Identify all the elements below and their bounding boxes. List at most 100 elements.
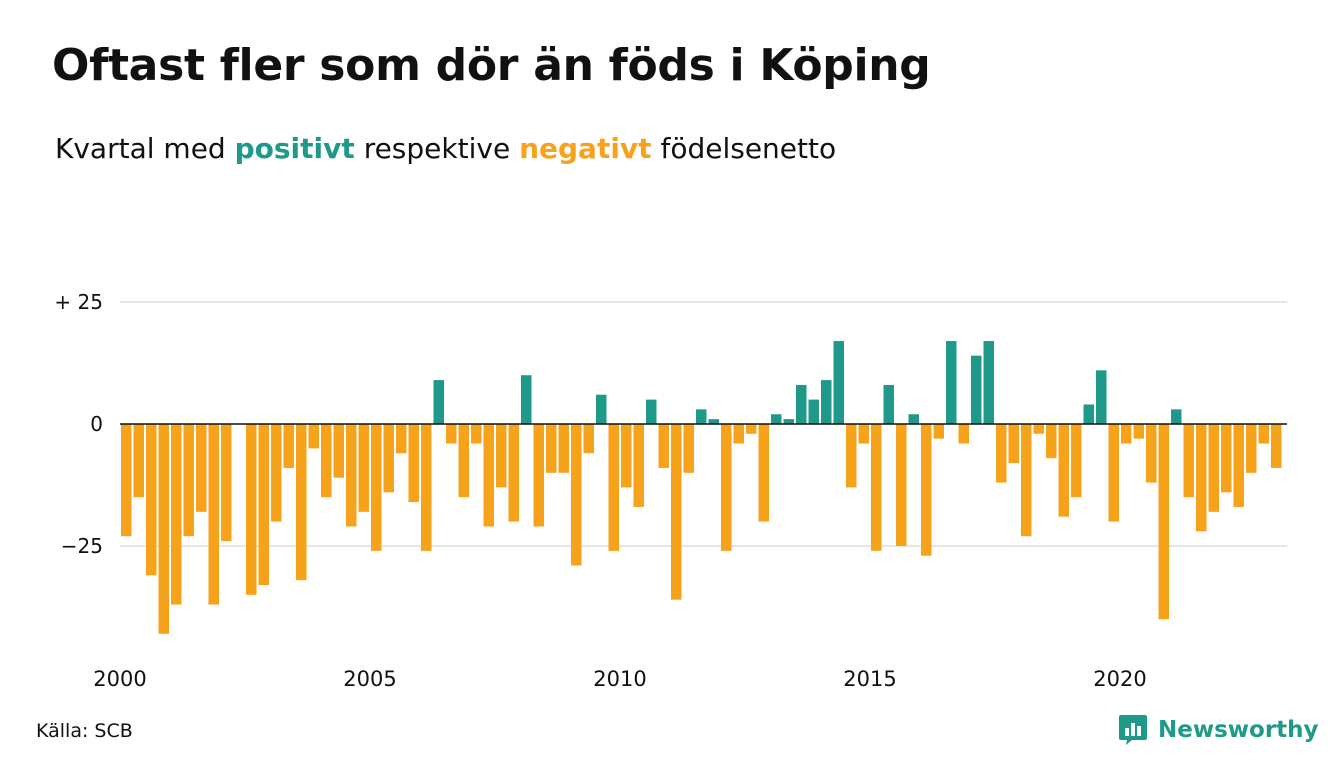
subtitle-text-middle: respektive (363, 132, 511, 165)
bar-negative (1196, 424, 1207, 532)
bar-negative (133, 424, 144, 498)
bar-negative (396, 424, 407, 454)
bar-negative (1258, 424, 1269, 444)
bar-negative (758, 424, 769, 522)
source-label: Källa: SCB (36, 720, 133, 742)
x-tick-label: 2010 (593, 667, 646, 691)
bar-negative (258, 424, 269, 586)
y-tick-label: −25 (61, 534, 103, 558)
bar-negative (671, 424, 682, 600)
bar-negative (146, 424, 157, 576)
bar-negative (721, 424, 732, 551)
bar-positive (783, 419, 794, 424)
bar-negative (1058, 424, 1069, 517)
bar-negative (571, 424, 582, 566)
newsworthy-logo-icon (1119, 715, 1147, 745)
bar-negative (1071, 424, 1082, 498)
brand-logo: Newsworthy (1118, 712, 1319, 748)
bar-negative (208, 424, 219, 605)
bar-negative (933, 424, 944, 439)
bar-negative (1183, 424, 1194, 498)
bar-negative (958, 424, 969, 444)
bar-negative (283, 424, 294, 468)
bar-negative (421, 424, 432, 551)
bar-positive (796, 384, 807, 424)
bar-positive (708, 419, 719, 424)
bar-negative (733, 424, 744, 444)
bar-negative (346, 424, 357, 527)
bar-negative (658, 424, 669, 468)
bar-positive (1171, 409, 1182, 424)
bar-positive (771, 414, 782, 424)
bar-negative (1133, 424, 1144, 439)
bar-negative (608, 424, 619, 551)
chart-subtitle: Kvartal med positivt respektive negativt… (55, 132, 836, 165)
bar-positive (808, 399, 819, 424)
bar-negative (1046, 424, 1057, 459)
bar-negative (183, 424, 194, 537)
bar-negative (1121, 424, 1132, 444)
bar-negative (483, 424, 494, 527)
bar-negative (321, 424, 332, 498)
bar-negative (171, 424, 182, 605)
bar-negative (583, 424, 594, 454)
bar-negative (1208, 424, 1219, 512)
y-tick-label: 0 (90, 412, 103, 436)
bar-negative (846, 424, 857, 488)
bar-positive (971, 355, 982, 424)
bar-negative (158, 424, 169, 634)
bar-negative (471, 424, 482, 444)
bar-positive (883, 384, 894, 424)
bar-negative (221, 424, 232, 542)
x-tick-label: 2020 (1093, 667, 1146, 691)
bar-negative (333, 424, 344, 478)
bar-negative (996, 424, 1007, 483)
bar-negative (296, 424, 307, 581)
bar-negative (371, 424, 382, 551)
bar-negative (408, 424, 419, 503)
bar-positive (1096, 370, 1107, 424)
bar-negative (271, 424, 282, 522)
bar-negative (358, 424, 369, 512)
bar-positive (646, 399, 657, 424)
bar-negative (1158, 424, 1169, 620)
bar-negative (383, 424, 394, 493)
chart-title: Oftast fler som dör än föds i Köping (52, 40, 931, 91)
bar-negative (1246, 424, 1257, 473)
bar-negative (1221, 424, 1232, 493)
bar-negative (546, 424, 557, 473)
bar-negative (1008, 424, 1019, 464)
y-tick-label: + 25 (54, 290, 103, 314)
bar-negative (1146, 424, 1157, 483)
bar-negative (196, 424, 207, 512)
bar-negative (1108, 424, 1119, 522)
bar-positive (821, 380, 832, 424)
bar-positive (521, 375, 532, 424)
bar-negative (921, 424, 932, 556)
bar-negative (496, 424, 507, 488)
bar-positive (696, 409, 707, 424)
bar-positive (596, 394, 607, 424)
bar-negative (458, 424, 469, 498)
bar-negative (633, 424, 644, 507)
bar-negative (1033, 424, 1044, 434)
subtitle-text-after: födelsenetto (660, 132, 837, 165)
bar-positive (433, 380, 444, 424)
bar-negative (121, 424, 132, 537)
bar-negative (746, 424, 757, 434)
bar-negative (858, 424, 869, 444)
bar-negative (1271, 424, 1282, 468)
x-tick-label: 2000 (93, 667, 146, 691)
bar-positive (1083, 404, 1094, 424)
subtitle-text-before: Kvartal med (55, 132, 226, 165)
bar-positive (946, 341, 957, 424)
x-tick-label: 2015 (843, 667, 896, 691)
bar-positive (908, 414, 919, 424)
bar-negative (558, 424, 569, 473)
bar-positive (833, 341, 844, 424)
bar-negative (308, 424, 319, 449)
bar-negative (1233, 424, 1244, 507)
subtitle-negative-keyword: negativt (519, 132, 652, 165)
x-tick-label: 2005 (343, 667, 396, 691)
